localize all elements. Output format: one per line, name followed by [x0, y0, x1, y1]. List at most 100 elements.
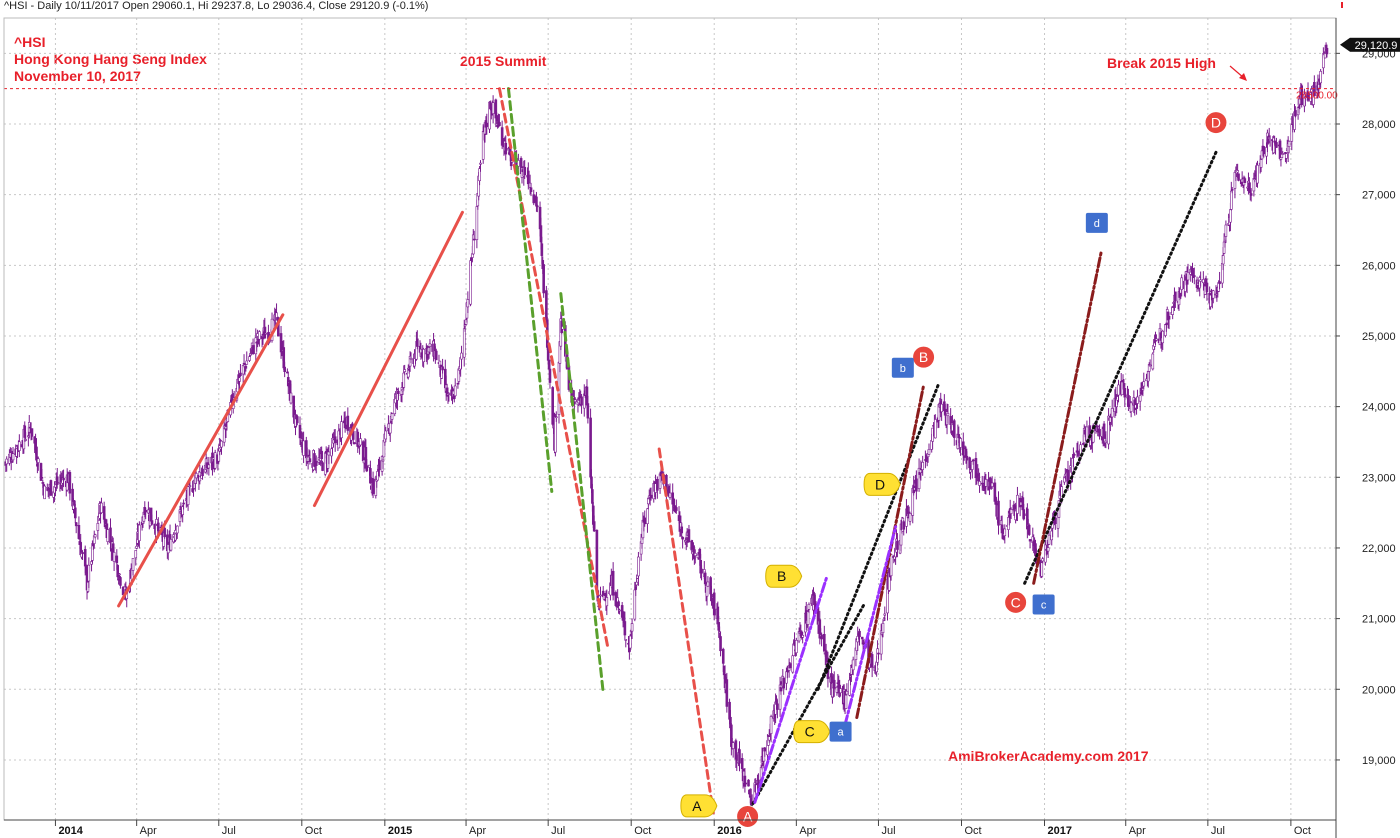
- candle-body: [1122, 383, 1126, 386]
- candle-body: [717, 622, 721, 631]
- candle-body: [1281, 153, 1285, 155]
- candle-body: [112, 552, 116, 562]
- marker-label: d: [1094, 218, 1100, 230]
- candle-body: [589, 417, 592, 478]
- candle-body: [186, 486, 190, 505]
- gridlines: [4, 18, 1336, 820]
- marker-square-b: [891, 357, 914, 378]
- candle-body: [605, 597, 609, 607]
- candle-body: [1205, 282, 1209, 292]
- candle-body: [1294, 110, 1297, 117]
- candle-body: [851, 659, 855, 671]
- candle-body: [402, 372, 406, 388]
- candle-body: [848, 679, 851, 696]
- candle-body: [73, 500, 76, 506]
- candle-body: [244, 366, 248, 369]
- candle-body: [959, 438, 962, 448]
- candle-body: [1138, 395, 1142, 402]
- break-high-arrowhead: [1239, 73, 1247, 81]
- candle-body: [767, 736, 771, 741]
- marker-label: B: [777, 568, 786, 584]
- x-tick-label: Jul: [551, 825, 565, 837]
- candle-body: [365, 465, 369, 472]
- trendline-black-trend: [1023, 150, 1218, 585]
- trendline-green-trend: [506, 87, 554, 493]
- candle-body: [472, 238, 476, 241]
- candle-body: [573, 399, 577, 403]
- marker-circle-B: [912, 345, 936, 369]
- marker-label: C: [1011, 594, 1021, 610]
- candle-body: [295, 416, 299, 424]
- candle-body: [77, 525, 81, 539]
- candle-body: [359, 438, 362, 446]
- candle-body: [984, 479, 988, 487]
- candle-body: [1047, 534, 1051, 545]
- candle-body: [239, 372, 242, 377]
- marker-bubble-D: [863, 472, 901, 496]
- candle-body: [813, 601, 817, 608]
- candle-body: [990, 482, 994, 487]
- reference-line: 28500.00: [4, 88, 1338, 102]
- y-tick-label: 28,000: [1362, 119, 1396, 131]
- candle-body: [889, 554, 893, 577]
- candle-body: [488, 101, 491, 130]
- candle-body: [618, 609, 621, 612]
- candle-body: [1186, 272, 1190, 281]
- candle-body: [188, 485, 192, 488]
- candle-body: [485, 122, 489, 127]
- candle-body: [314, 460, 318, 466]
- candle-body: [791, 655, 795, 673]
- marker-label: A: [692, 798, 702, 814]
- trendline-maroon-trend: [1032, 249, 1103, 585]
- candle-body: [590, 476, 593, 489]
- candle-body: [634, 586, 638, 590]
- candle-body: [1155, 338, 1158, 341]
- candle-body: [719, 636, 722, 652]
- candle-body: [917, 467, 921, 489]
- x-tick-label: Apr: [469, 825, 486, 837]
- candle-body: [1285, 153, 1288, 159]
- candle-body: [646, 508, 649, 525]
- candle-body: [540, 243, 544, 256]
- candle-body: [157, 522, 160, 532]
- candle-body: [1104, 440, 1108, 443]
- candle-body: [378, 460, 381, 471]
- candle-body: [283, 366, 286, 372]
- candle-body: [554, 416, 557, 453]
- candle-body: [700, 568, 703, 574]
- candle-body: [1041, 558, 1045, 562]
- candle-body: [1259, 159, 1263, 168]
- candle-body: [668, 492, 672, 498]
- marker-bubble-B: [765, 564, 803, 588]
- index-name-label: Hong Kong Hang Seng Index: [14, 51, 207, 67]
- candle-body: [747, 779, 750, 787]
- candle-body: [49, 480, 53, 496]
- candle-body: [416, 338, 419, 347]
- marker-label: D: [875, 476, 885, 492]
- candle-body: [839, 688, 842, 694]
- trendline-green-trend: [559, 292, 605, 695]
- candle-body: [87, 564, 91, 582]
- candle-body: [73, 507, 77, 519]
- candle-body: [302, 440, 305, 456]
- candle-body: [251, 345, 255, 355]
- candle-body: [478, 168, 481, 182]
- candle-body: [441, 366, 444, 371]
- candle-body: [788, 663, 792, 669]
- candle-body: [181, 506, 184, 515]
- candle-body: [1054, 517, 1057, 525]
- candle-body: [617, 601, 620, 607]
- candle-body: [390, 413, 394, 420]
- candle-body: [55, 476, 59, 485]
- candle-body: [1174, 291, 1177, 302]
- candle-body: [921, 461, 924, 470]
- candle-body: [763, 747, 767, 752]
- candle-body: [757, 779, 760, 784]
- candle-body: [135, 545, 138, 549]
- candle-body: [93, 534, 97, 538]
- candle-body: [969, 469, 972, 473]
- candle-body: [491, 102, 495, 114]
- candle-body: [551, 387, 554, 425]
- candle-body: [934, 419, 937, 439]
- candle-body: [369, 468, 372, 484]
